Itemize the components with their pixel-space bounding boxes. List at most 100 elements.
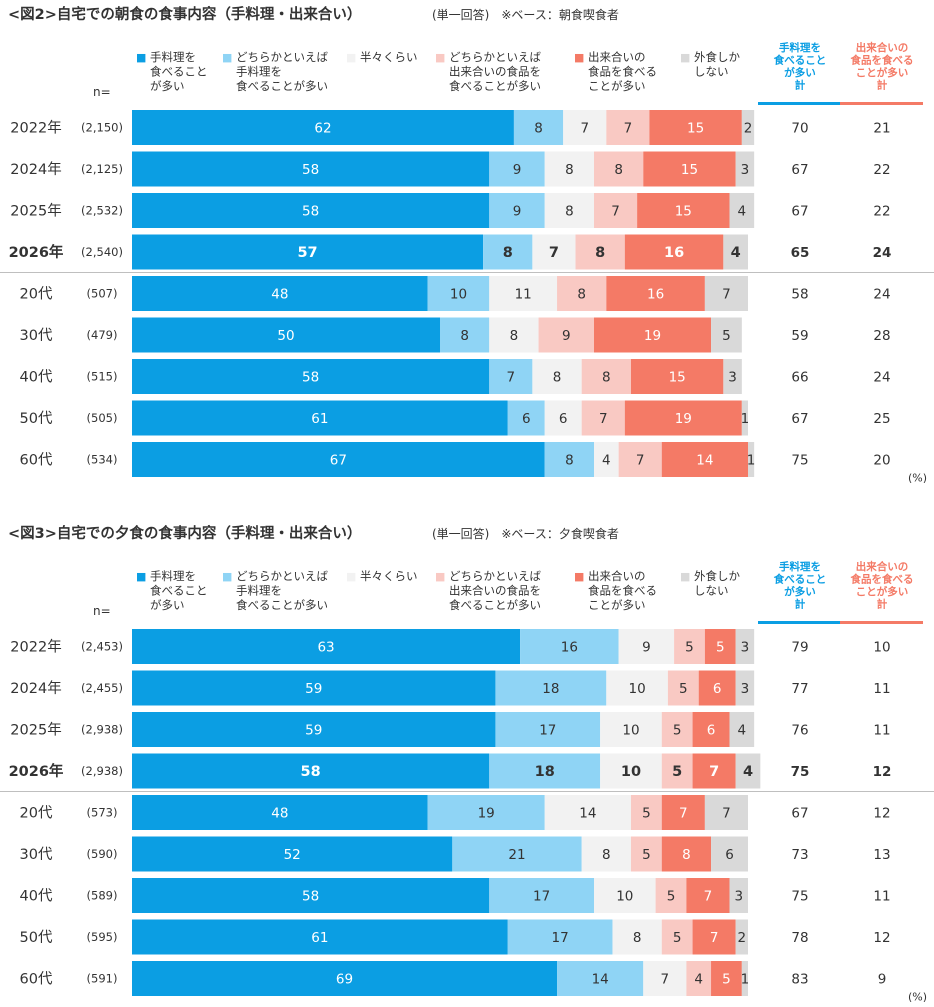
chart-title: <図2>自宅での朝食の食事内容（手料理・出来合い） bbox=[8, 5, 361, 23]
data-label: 8 bbox=[614, 162, 623, 178]
data-label: 3 bbox=[741, 681, 750, 697]
total-value-2: 12 bbox=[873, 930, 890, 946]
legend-item: ■ どちらかといえば手料理を食べることが多い bbox=[222, 569, 328, 612]
data-label: 59 bbox=[305, 723, 322, 739]
data-label: 7 bbox=[722, 287, 731, 303]
legend-item: ■ 手料理を食べることが多い bbox=[136, 569, 208, 612]
data-label: 4 bbox=[731, 245, 741, 261]
category-label: 50代 bbox=[20, 410, 53, 427]
bar-segment bbox=[624, 234, 724, 270]
data-label: 69 bbox=[336, 972, 353, 988]
data-label: 8 bbox=[565, 204, 574, 220]
data-label: 10 bbox=[621, 764, 641, 780]
bar-segment bbox=[575, 234, 625, 270]
data-label: 15 bbox=[681, 162, 698, 178]
data-label: 48 bbox=[271, 287, 288, 303]
data-label: 14 bbox=[592, 972, 609, 988]
data-label: 8 bbox=[577, 287, 586, 303]
bar-row: 2024年 (2,125) 58 9 8 8 15 3 67 22 bbox=[10, 151, 891, 187]
bar-row: 2022年 (2,453) 63 16 9 5 5 3 79 10 bbox=[10, 629, 891, 664]
legend-label: 外食しかしない bbox=[694, 50, 740, 79]
bar-segment bbox=[507, 400, 545, 436]
legend-swatch: ■ bbox=[680, 51, 690, 64]
bar-segment bbox=[489, 878, 594, 913]
bar-segment bbox=[132, 359, 490, 394]
legend-label: どちらかといえば出来合いの食品を食べることが多い bbox=[449, 569, 541, 612]
bar-segment bbox=[649, 110, 742, 145]
category-label: 2024年 bbox=[10, 161, 61, 178]
legend-label: どちらかといえば手料理を食べることが多い bbox=[236, 569, 328, 612]
bar-row: 2024年 (2,455) 59 18 10 5 6 3 77 11 bbox=[10, 670, 891, 706]
chart-note: (単一回答) ※ベース：夕食喫食者 bbox=[432, 526, 619, 541]
bar-segment bbox=[624, 400, 742, 436]
total-header-underline bbox=[758, 621, 841, 624]
bar-row: 30代 (479) 50 8 8 9 19 5 59 28 bbox=[20, 317, 891, 353]
bar-segment bbox=[132, 442, 545, 477]
data-label: 52 bbox=[284, 847, 301, 863]
bar-segment bbox=[741, 110, 755, 145]
total-value-2: 24 bbox=[873, 287, 890, 303]
total-value-2: 28 bbox=[873, 328, 890, 344]
data-label: 57 bbox=[297, 245, 317, 261]
data-label: 6 bbox=[725, 847, 734, 863]
sample-size: (573) bbox=[87, 806, 118, 820]
bar-segment bbox=[661, 753, 693, 789]
legend-label: どちらかといえば手料理を食べることが多い bbox=[236, 50, 328, 93]
sample-size: (507) bbox=[87, 287, 118, 301]
data-label: 21 bbox=[508, 847, 525, 863]
sample-size: (2,453) bbox=[81, 640, 123, 654]
bar-segment bbox=[544, 151, 594, 187]
bar-segment bbox=[704, 795, 748, 830]
category-label: 40代 bbox=[20, 369, 53, 386]
data-label: 5 bbox=[685, 640, 694, 656]
bar-segment bbox=[581, 359, 631, 394]
bar-segment bbox=[630, 836, 662, 872]
category-label: 2025年 bbox=[10, 203, 61, 220]
data-label: 17 bbox=[552, 930, 569, 946]
data-label: 7 bbox=[661, 972, 670, 988]
category-label: 2026年 bbox=[9, 243, 64, 261]
legend-swatch: ■ bbox=[136, 570, 146, 583]
data-label: 58 bbox=[302, 162, 319, 178]
total-header-1: 手料理を食べることが多い計 bbox=[773, 560, 827, 611]
data-label: 14 bbox=[696, 453, 713, 469]
data-label: 19 bbox=[675, 411, 692, 427]
category-label: 2026年 bbox=[9, 762, 64, 780]
total-value-1: 66 bbox=[791, 370, 808, 386]
unit-label: (%) bbox=[908, 991, 927, 1004]
data-label: 7 bbox=[709, 764, 719, 780]
bar-segment bbox=[729, 712, 755, 747]
data-label: 5 bbox=[673, 723, 682, 739]
bar-segment bbox=[661, 442, 748, 477]
n-label: n= bbox=[93, 604, 111, 618]
bar-segment bbox=[606, 110, 650, 145]
data-label: 5 bbox=[642, 806, 651, 822]
bar-segment bbox=[600, 753, 662, 789]
legend-item: ■ どちらかといえば出来合いの食品を食べることが多い bbox=[435, 569, 541, 612]
data-label: 7 bbox=[507, 370, 516, 386]
data-label: 3 bbox=[741, 640, 750, 656]
data-label: 61 bbox=[311, 930, 328, 946]
sample-size: (590) bbox=[87, 847, 118, 861]
data-label: 10 bbox=[622, 723, 639, 739]
data-label: 6 bbox=[559, 411, 568, 427]
bar-segment bbox=[563, 110, 607, 145]
bar-segment bbox=[132, 878, 490, 913]
data-label: 4 bbox=[743, 764, 753, 780]
bar-segment bbox=[544, 193, 594, 228]
sample-size: (479) bbox=[87, 328, 118, 342]
legend-swatch: ■ bbox=[574, 51, 584, 64]
data-label: 7 bbox=[599, 411, 608, 427]
data-label: 19 bbox=[478, 806, 495, 822]
data-label: 6 bbox=[713, 681, 722, 697]
bar-segment bbox=[489, 359, 533, 394]
bar-row: 30代 (590) 52 21 8 5 8 6 73 13 bbox=[20, 836, 891, 872]
category-label: 2024年 bbox=[10, 680, 61, 697]
data-label: 58 bbox=[302, 370, 319, 386]
bar-segment bbox=[594, 193, 638, 228]
total-value-2: 12 bbox=[873, 806, 890, 822]
bar-segment bbox=[704, 276, 748, 311]
bar-segment bbox=[748, 442, 755, 477]
data-label: 9 bbox=[642, 640, 651, 656]
data-label: 8 bbox=[565, 453, 574, 469]
